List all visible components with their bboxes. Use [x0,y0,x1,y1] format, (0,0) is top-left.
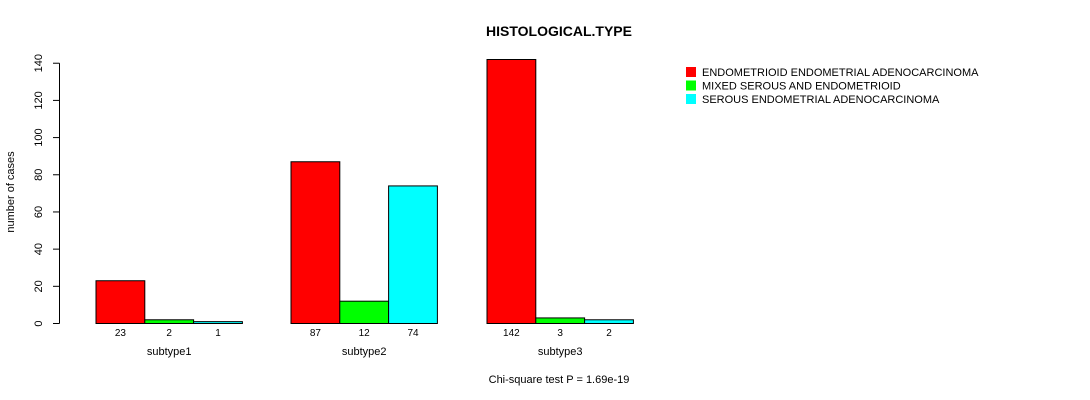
legend: ENDOMETRIOID ENDOMETRIAL ADENOCARCINOMA M… [686,67,979,106]
legend-swatch [686,94,696,104]
category-label: subtype2 [342,346,387,358]
bar-value-label: 74 [407,328,419,339]
legend-swatch [686,67,696,77]
bar [535,317,586,325]
bar-value-label: 3 [557,328,563,339]
category-label: subtype1 [147,346,192,358]
bar-value-label: 87 [310,328,322,339]
bar-value-label: 12 [359,328,371,339]
bar-group-subtype2: 87 12 74 subtype2 [290,161,438,358]
bar-group-subtype3: 142 3 2 subtype3 [486,59,634,358]
category-label: subtype3 [538,346,583,358]
bar-value-label: 2 [166,328,172,339]
bar-value-label: 1 [215,328,221,339]
y-tick-label: 40 [33,243,45,255]
chi-square-footnote: Chi-square test P = 1.69e-19 [489,374,630,386]
chart-title: HISTOLOGICAL.TYPE [486,23,632,39]
bar [193,321,243,324]
bar [584,319,634,324]
bar [388,185,438,324]
bar-value-label: 23 [115,328,127,339]
bar [339,300,390,325]
bar [290,161,341,324]
y-tick-label: 100 [33,128,45,146]
y-axis: 0 20 40 60 80 100 120 140 [33,54,60,327]
legend-swatch [686,80,696,91]
bar [486,59,537,324]
y-tick-label: 140 [33,54,45,72]
y-tick-label: 20 [33,280,45,292]
legend-entry-label: ENDOMETRIOID ENDOMETRIAL ADENOCARCINOMA [702,67,979,79]
bar-groups: 23 2 1 subtype1 87 12 74 subtype2 142 3 2 subtype3 [95,59,634,358]
y-tick-label: 0 [33,320,45,326]
bar-value-label: 2 [606,328,612,339]
legend-entry-label: SEROUS ENDOMETRIAL ADENOCARCINOMA [702,94,940,106]
legend-entry-label: MIXED SEROUS AND ENDOMETRIOID [702,81,901,93]
y-tick-label: 80 [33,169,45,181]
y-axis-label: number of cases [5,151,17,233]
bar-group-subtype1: 23 2 1 subtype1 [95,280,243,358]
bar [144,319,195,324]
y-tick-label: 60 [33,206,45,218]
bar [95,280,146,325]
y-tick-label: 120 [33,91,45,109]
bar-value-label: 142 [503,328,520,339]
